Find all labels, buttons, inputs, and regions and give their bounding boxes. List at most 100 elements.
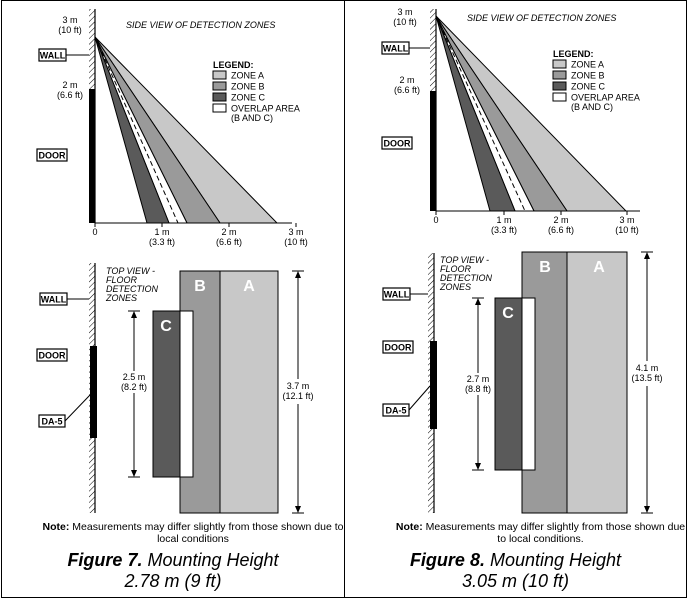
top-door-bar: [430, 341, 437, 429]
height-2m-ft-label: (6.6 ft): [57, 90, 83, 100]
overlap-top: [179, 310, 194, 478]
zone-a-top: [566, 251, 628, 514]
figure-caption: Figure 7. Mounting Height 2.78 m (9 ft): [2, 550, 344, 592]
height-3m-label: 3 m: [62, 15, 77, 25]
top-door-label-box: [36, 348, 68, 362]
height-2m-ft-label: (6.6 ft): [394, 85, 420, 95]
legend-zone-c: ZONE C: [231, 93, 266, 103]
x-axis-2m-ft: (6.6 ft): [216, 237, 242, 247]
note-bold: Note:: [42, 521, 70, 533]
door-label: DOOR: [384, 139, 412, 149]
legend-overlap: OVERLAP AREA: [231, 104, 300, 114]
legend-swatch-b: [552, 70, 567, 80]
zone-letter-c: C: [160, 318, 172, 335]
zone-a-top: [219, 270, 279, 514]
top-view-title-4: ZONES: [105, 293, 137, 303]
top-view-title-3: DETECTION: [440, 273, 493, 283]
caption-figure-number: Figure 8.: [409, 550, 485, 570]
x-axis-1m: 1 m: [496, 215, 511, 225]
legend-zone-b: ZONE B: [231, 82, 265, 92]
wall-label: WALL: [40, 51, 66, 61]
zone-letter-a: A: [243, 278, 255, 295]
door-label-box: [381, 136, 413, 150]
caption-height: 3.05 m (10 ft): [461, 571, 570, 591]
legend-overlap-sub: (B AND C): [231, 113, 273, 123]
x-axis-zero: 0: [433, 215, 438, 225]
x-axis-1m-ft: (3.3 ft): [491, 225, 517, 235]
door-label-box: [36, 148, 68, 162]
zone-letter-c: C: [502, 305, 514, 322]
figure-8-diagram: 3 m (10 ft) 2 m (6.6 ft) WALL DOOR SIDE …: [381, 7, 663, 514]
door-bar: [430, 91, 436, 211]
x-axis-1m: 1 m: [154, 227, 169, 237]
note: Note: Measurements may differ slightly f…: [2, 521, 344, 545]
caption-figure-number: Figure 7.: [67, 550, 143, 570]
legend-zone-a: ZONE A: [571, 60, 604, 70]
dim-small-ft: (8.2 ft): [121, 382, 147, 392]
note-bold: Note:: [395, 521, 423, 533]
top-view-title-1: TOP VIEW -: [106, 266, 155, 276]
top-view-title-4: ZONES: [439, 282, 471, 292]
caption-height: 2.78 m (9 ft): [124, 571, 222, 591]
top-view-title-2: FLOOR: [106, 275, 138, 285]
legend-swatch-overlap: [552, 92, 567, 102]
dim-small-m: 2.5 m: [123, 372, 146, 382]
top-view-title-2: FLOOR: [440, 264, 472, 274]
side-view-title: SIDE VIEW OF DETECTION ZONES: [467, 13, 616, 23]
x-axis-zero: 0: [92, 227, 97, 237]
height-3m-ft-label: (10 ft): [393, 17, 417, 27]
legend-swatch-c: [212, 92, 227, 102]
figure-8-panel: 3 m (10 ft) 2 m (6.6 ft) WALL DOOR SIDE …: [344, 0, 687, 598]
height-2m-label: 2 m: [399, 75, 414, 85]
figure-caption: Figure 8. Mounting Height 3.05 m (10 ft): [345, 550, 686, 592]
legend-swatch-overlap: [212, 103, 227, 113]
x-axis-1m-ft: (3.3 ft): [149, 237, 175, 247]
side-view-title: SIDE VIEW OF DETECTION ZONES: [126, 20, 275, 30]
caption-title: Mounting Height: [484, 550, 622, 570]
dim-large-ft: (12.1 ft): [282, 391, 313, 401]
caption-title: Mounting Height: [142, 550, 279, 570]
zone-letter-a: A: [593, 259, 605, 276]
x-axis-3m: 3 m: [619, 215, 634, 225]
x-axis-2m: 2 m: [221, 227, 236, 237]
dim-large-m: 4.1 m: [636, 363, 659, 373]
legend-overlap-sub: (B AND C): [571, 102, 613, 112]
door-label: DOOR: [39, 151, 67, 161]
x-axis-3m-ft: (10 ft): [284, 237, 308, 247]
x-axis-2m-ft: (6.6 ft): [548, 225, 574, 235]
legend-swatch-c: [552, 81, 567, 91]
legend-title: LEGEND:: [213, 60, 254, 70]
legend-swatch-a: [552, 59, 567, 69]
legend-swatch-a: [212, 70, 227, 80]
zone-letter-b: B: [194, 278, 206, 295]
wall-label: WALL: [383, 44, 409, 54]
da5-label: DA-5: [41, 417, 62, 427]
note-text: Measurements may differ slightly from th…: [422, 521, 686, 545]
x-axis-3m-ft: (10 ft): [615, 225, 639, 235]
zone-c-top: [494, 297, 523, 471]
top-door-label: DOOR: [39, 351, 67, 361]
height-3m-ft-label: (10 ft): [58, 25, 82, 35]
top-door-label-box: [382, 340, 414, 354]
legend-overlap: OVERLAP AREA: [571, 93, 640, 103]
height-3m-label: 3 m: [397, 7, 412, 17]
note-text: Measurements may differ slightly from th…: [69, 521, 344, 545]
da5-label: DA-5: [385, 406, 406, 416]
top-wall-label: WALL: [41, 295, 67, 305]
overlap-top: [521, 297, 536, 471]
door-bar: [89, 89, 95, 223]
x-axis-3m: 3 m: [288, 227, 303, 237]
zone-c-top: [152, 310, 181, 478]
top-wall-label: WALL: [384, 290, 410, 300]
note: Note: Measurements may differ slightly f…: [345, 521, 686, 545]
top-view-title-3: DETECTION: [106, 284, 159, 294]
legend-zone-c: ZONE C: [571, 82, 606, 92]
dim-small-ft: (8.8 ft): [465, 384, 491, 394]
top-door-bar: [90, 346, 97, 438]
legend-zone-a: ZONE A: [231, 71, 264, 81]
legend-zone-b: ZONE B: [571, 71, 605, 81]
dim-large-ft: (13.5 ft): [631, 373, 662, 383]
top-view-title-1: TOP VIEW -: [440, 255, 489, 265]
top-door-label: DOOR: [385, 343, 413, 353]
legend-title: LEGEND:: [553, 49, 594, 59]
